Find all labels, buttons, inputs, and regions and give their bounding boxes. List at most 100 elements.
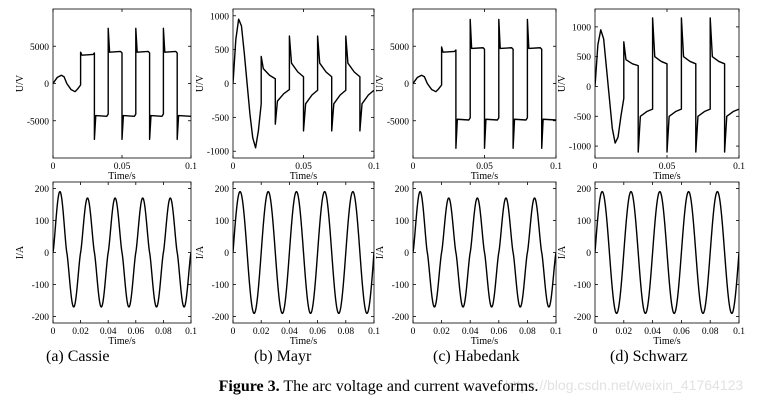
watermark: https://blog.csdn.net/weixin_41764123 <box>505 377 744 393</box>
y-tick-label: 0 <box>586 83 591 93</box>
y-tick-label: -100 <box>574 281 592 291</box>
panel-schwarz-current: -200 -100 0 100 200 0 0.02 0.04 0.06 0.08 0.1 Time/… <box>557 181 745 347</box>
panel-mayr-current: -200 -100 0 100 200 0 0.02 0.04 0.06 0.08 0.1 Time/… <box>195 181 380 347</box>
y-tick-label: 100 <box>35 217 50 227</box>
y-tick-label: -500 <box>212 114 230 124</box>
x-tick-label: 0 <box>411 162 416 172</box>
x-tick-label: 0.1 <box>550 327 562 337</box>
x-tick-label: 0.05 <box>476 162 493 172</box>
panel-label-d: (d) Schwarz <box>610 348 688 365</box>
x-tick-label: 0.05 <box>295 162 312 172</box>
x-axis-label: Time/s <box>471 336 499 347</box>
y-tick-label: 200 <box>215 185 230 195</box>
x-tick-label: 0.06 <box>673 327 690 337</box>
y-axis-label: I/A <box>15 245 26 259</box>
x-tick-label: 0.04 <box>462 327 479 337</box>
panel-cassie-voltage: -5000 0 5000 0 0.05 0.1 Time/s U/V <box>15 8 197 182</box>
y-tick-label: 5000 <box>390 43 409 53</box>
y-tick-label: 0 <box>586 249 591 259</box>
x-tick-label: 0.02 <box>433 327 450 337</box>
x-tick-label: 0.1 <box>550 162 562 172</box>
x-tick-label: 0.08 <box>519 327 536 337</box>
x-tick-label: 0.1 <box>368 162 380 172</box>
y-axis-label: I/A <box>375 245 386 259</box>
x-tick-label: 0.05 <box>114 162 131 172</box>
x-tick-label: 0.08 <box>337 327 354 337</box>
y-axis-label: U/V <box>15 74 26 92</box>
series-line <box>53 190 191 308</box>
y-tick-label: -5000 <box>387 117 409 127</box>
y-tick-label: 200 <box>577 185 592 195</box>
y-tick-label: 5000 <box>30 43 49 53</box>
x-tick-label: 0 <box>593 327 598 337</box>
y-tick-label: 0 <box>224 249 229 259</box>
panel-habedank-voltage: -5000 0 5000 0 0.05 0.1 Time/s U/V <box>375 8 562 182</box>
y-tick-label: 500 <box>577 53 592 63</box>
y-tick-label: -500 <box>574 113 592 123</box>
series-line <box>595 17 739 153</box>
y-tick-label: -200 <box>212 313 230 323</box>
x-tick-label: 0 <box>231 162 236 172</box>
figure-caption: Figure 3. The arc voltage and current wa… <box>0 378 757 396</box>
panel-habedank-current: -200 -100 0 100 200 0 0.02 0.04 0.06 0.08 0.1 Time/… <box>375 181 562 347</box>
x-tick-label: 0.06 <box>490 327 507 337</box>
y-tick-label: -200 <box>32 313 50 323</box>
x-tick-label: 0 <box>593 162 598 172</box>
caption-text: The arc voltage and current waveforms. <box>279 378 539 395</box>
y-tick-label: 200 <box>35 185 50 195</box>
panel-cassie-current: -200 -100 0 100 200 0 0.02 0.04 0.06 0.08 0.1 Time/… <box>15 181 197 347</box>
y-tick-label: -200 <box>574 313 592 323</box>
x-tick-label: 0.04 <box>644 327 661 337</box>
x-tick-label: 0.1 <box>185 327 197 337</box>
x-tick-label: 0.1 <box>185 162 197 172</box>
y-tick-label: -5000 <box>27 117 49 127</box>
x-tick-label: 0.06 <box>127 327 144 337</box>
y-tick-label: -200 <box>392 313 410 323</box>
x-tick-label: 0 <box>231 327 236 337</box>
x-tick-label: 0.04 <box>100 327 117 337</box>
x-tick-label: 0.02 <box>253 327 270 337</box>
y-axis-label: U/V <box>557 74 568 92</box>
y-tick-label: -1000 <box>207 148 229 158</box>
panel-label-b: (b) Mayr <box>254 348 312 365</box>
y-tick-label: 1000 <box>572 23 591 33</box>
y-tick-label: 0 <box>44 249 49 259</box>
y-tick-label: 0 <box>404 249 409 259</box>
x-tick-label: 0.1 <box>733 162 745 172</box>
x-tick-label: 0.08 <box>155 327 172 337</box>
y-tick-label: -100 <box>212 281 230 291</box>
x-tick-label: 0 <box>411 327 416 337</box>
x-tick-label: 0.08 <box>702 327 719 337</box>
series-line <box>53 27 191 141</box>
y-tick-label: 0 <box>44 80 49 90</box>
x-axis-label: Time/s <box>290 336 318 347</box>
x-tick-label: 0.06 <box>309 327 326 337</box>
y-axis-label: I/A <box>557 245 568 259</box>
y-tick-label: 0 <box>224 80 229 90</box>
y-tick-label: 100 <box>395 217 410 227</box>
y-tick-label: 500 <box>215 46 230 56</box>
x-axis-label: Time/s <box>108 336 136 347</box>
x-tick-label: 0 <box>51 327 56 337</box>
y-tick-label: 100 <box>215 217 230 227</box>
x-axis-label: Time/s <box>653 336 681 347</box>
series-line <box>233 18 374 149</box>
y-tick-label: 100 <box>577 217 592 227</box>
y-tick-label: -100 <box>392 281 410 291</box>
x-tick-label: 0.05 <box>659 162 676 172</box>
x-axis-label: Time/s <box>290 171 318 182</box>
y-tick-label: -100 <box>32 281 50 291</box>
y-axis-label: U/V <box>375 74 386 92</box>
x-axis-label: Time/s <box>653 171 681 182</box>
y-axis-label: I/A <box>195 245 206 259</box>
panel-mayr-voltage: -1000 -500 0 500 1000 0 0.05 0.1 Time/s U/V <box>195 8 380 182</box>
panel-schwarz-voltage: -1000 -500 0 500 1000 0 0.05 0.1 Time/s U/V <box>557 8 745 182</box>
x-tick-label: 0.1 <box>733 327 745 337</box>
panel-label-a: (a) Cassie <box>46 348 110 365</box>
x-tick-label: 0.04 <box>281 327 298 337</box>
panel-label-c: (c) Habedank <box>433 348 520 365</box>
series-line <box>413 18 556 150</box>
x-tick-label: 0 <box>51 162 56 172</box>
series-line <box>413 190 556 308</box>
